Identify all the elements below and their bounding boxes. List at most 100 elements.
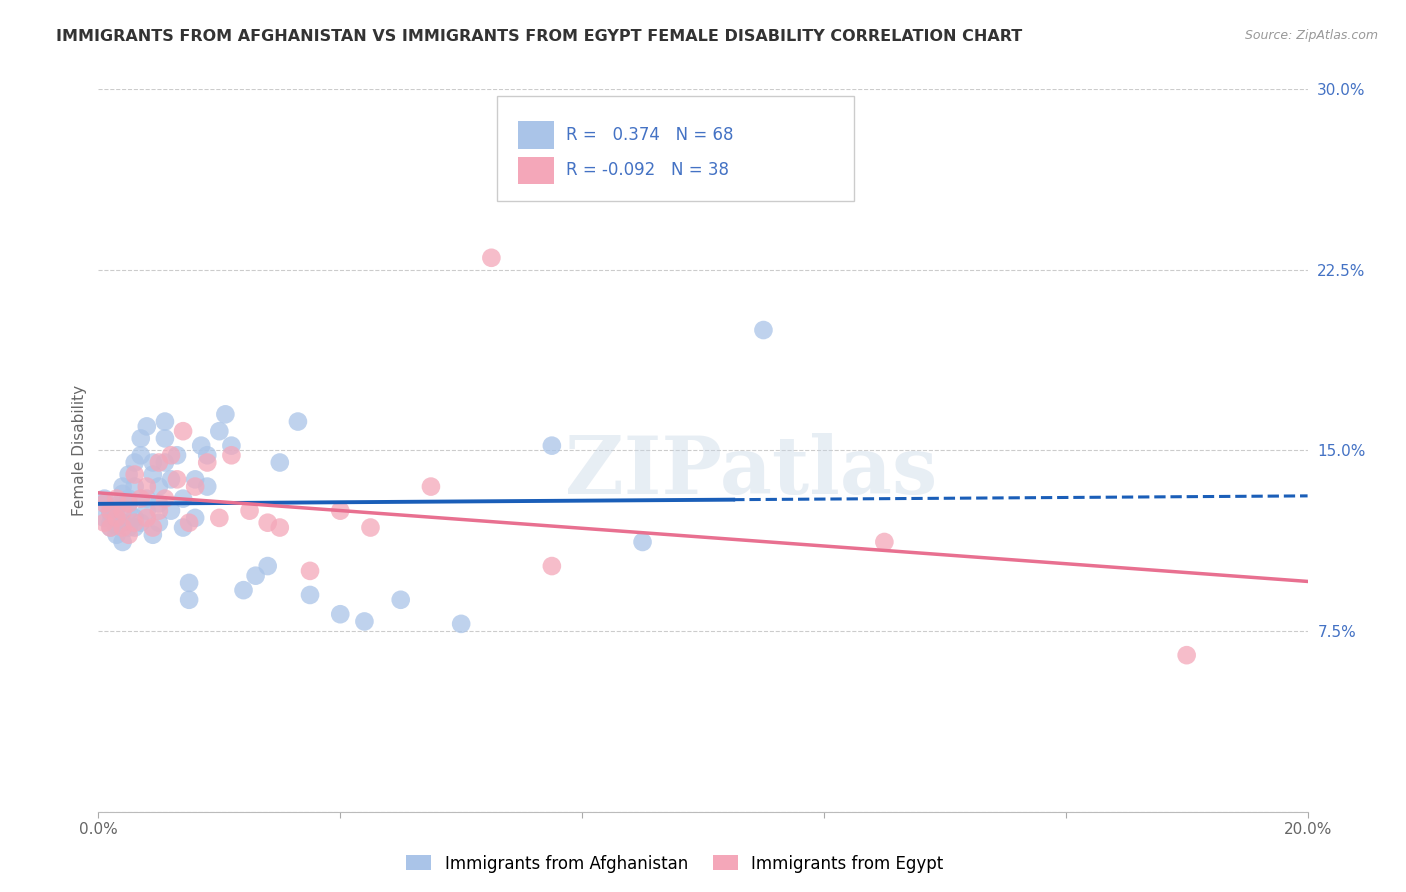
Text: Source: ZipAtlas.com: Source: ZipAtlas.com <box>1244 29 1378 42</box>
Point <box>239 503 262 517</box>
Point <box>166 448 188 462</box>
Text: ZIPatlas: ZIPatlas <box>565 434 938 511</box>
Point <box>93 496 115 510</box>
Y-axis label: Female Disability: Female Disability <box>72 384 87 516</box>
Point <box>124 516 146 530</box>
Point <box>179 576 201 591</box>
Text: R =   0.374   N = 68: R = 0.374 N = 68 <box>567 126 734 145</box>
Point <box>105 511 128 525</box>
Point <box>135 419 157 434</box>
Point <box>105 518 128 533</box>
Point <box>118 496 141 510</box>
Point <box>129 491 152 506</box>
Point <box>195 455 218 469</box>
Point <box>873 535 896 549</box>
Point <box>124 480 146 494</box>
Point <box>142 520 165 534</box>
Point <box>118 491 141 506</box>
Point <box>148 480 170 494</box>
FancyBboxPatch shape <box>517 156 554 184</box>
Point <box>166 472 188 486</box>
Point <box>111 487 134 501</box>
Point <box>153 491 176 506</box>
Point <box>148 503 170 517</box>
Point <box>118 520 141 534</box>
Point <box>420 480 443 494</box>
Point <box>540 559 562 574</box>
Point <box>105 499 128 513</box>
Point <box>481 251 503 265</box>
Point <box>299 588 322 602</box>
Point <box>111 480 134 494</box>
Point <box>299 564 322 578</box>
Point <box>118 503 141 517</box>
Point <box>129 431 152 445</box>
Point <box>124 467 146 482</box>
Point <box>245 568 267 582</box>
Point <box>195 480 218 494</box>
Point <box>1175 648 1198 662</box>
Point <box>232 583 254 598</box>
Point <box>135 511 157 525</box>
Point <box>631 535 654 549</box>
Point <box>269 520 291 534</box>
Point <box>105 491 128 506</box>
Point <box>93 496 115 510</box>
Point <box>148 455 170 469</box>
Point <box>153 455 176 469</box>
Point <box>129 448 152 462</box>
Point <box>124 455 146 469</box>
Point <box>221 448 243 462</box>
Point <box>142 527 165 541</box>
Point <box>124 511 146 525</box>
Point <box>221 439 243 453</box>
Point <box>172 520 194 534</box>
Point <box>360 520 382 534</box>
Point <box>93 491 115 506</box>
Point <box>105 511 128 525</box>
Point <box>540 439 562 453</box>
Point <box>329 503 352 517</box>
Point <box>93 516 115 530</box>
Point <box>172 424 194 438</box>
Point <box>111 516 134 530</box>
Text: R = -0.092   N = 38: R = -0.092 N = 38 <box>567 161 730 179</box>
Text: IMMIGRANTS FROM AFGHANISTAN VS IMMIGRANTS FROM EGYPT FEMALE DISABILITY CORRELATI: IMMIGRANTS FROM AFGHANISTAN VS IMMIGRANT… <box>56 29 1022 44</box>
Point <box>256 516 278 530</box>
Point <box>184 480 207 494</box>
Point <box>111 503 134 517</box>
Point <box>148 496 170 510</box>
Point <box>195 448 218 462</box>
Point <box>214 407 236 421</box>
Point <box>353 615 375 629</box>
Point <box>190 439 212 453</box>
Point <box>105 501 128 516</box>
Point <box>100 520 122 534</box>
Point <box>111 535 134 549</box>
Point <box>142 455 165 469</box>
Point <box>135 503 157 517</box>
Point <box>153 431 176 445</box>
Point <box>118 467 141 482</box>
Point <box>100 506 122 520</box>
Point <box>256 559 278 574</box>
Point <box>269 455 291 469</box>
Point <box>160 472 183 486</box>
Point <box>135 491 157 506</box>
Point <box>160 448 183 462</box>
Point <box>100 503 122 517</box>
Point <box>111 520 134 534</box>
Legend: Immigrants from Afghanistan, Immigrants from Egypt: Immigrants from Afghanistan, Immigrants … <box>399 848 950 880</box>
Point <box>100 516 122 530</box>
Point <box>129 516 152 530</box>
FancyBboxPatch shape <box>517 121 554 149</box>
Point <box>172 491 194 506</box>
Point <box>752 323 775 337</box>
Point <box>208 424 231 438</box>
Point <box>142 467 165 482</box>
Point <box>153 415 176 429</box>
Point <box>184 511 207 525</box>
Point <box>389 592 412 607</box>
Point <box>160 503 183 517</box>
Point <box>118 527 141 541</box>
